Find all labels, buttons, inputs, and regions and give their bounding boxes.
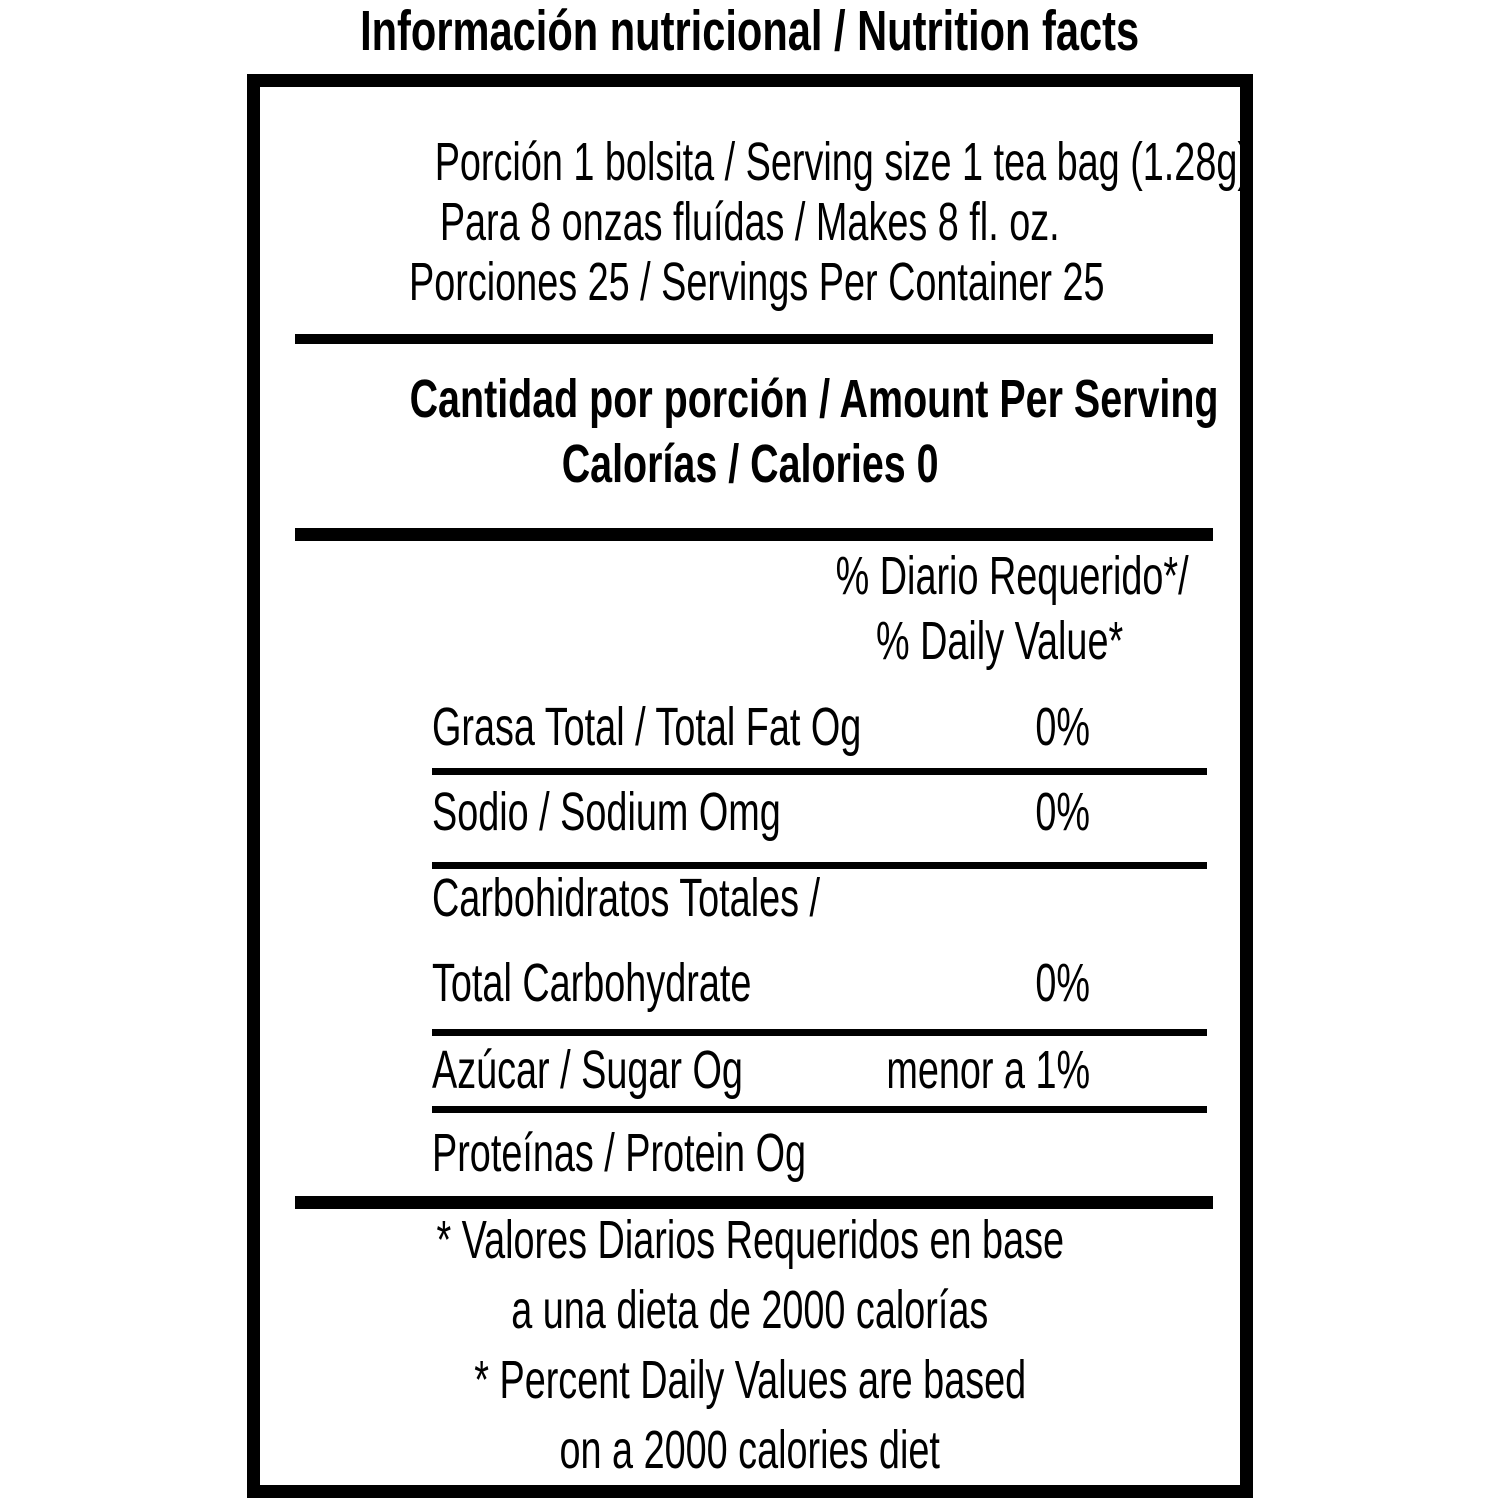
amount-per-serving-header: Cantidad por porción / Amount Per Servin…: [260, 367, 1240, 497]
divider-footnote: [295, 1196, 1213, 1209]
footnote: * Valores Diarios Requeridos en base a u…: [260, 1205, 1240, 1485]
nutrient-value: 0%: [1035, 782, 1090, 842]
separator-sodium: [432, 862, 1207, 869]
nutrient-row-total-carbohydrate-line1: Carbohidratos Totales /: [432, 868, 1240, 928]
nutrient-label: Grasa Total / Total Fat Og: [432, 697, 862, 757]
amount-per-serving-heading: Cantidad por porción / Amount Per Servin…: [409, 369, 1219, 429]
separator-total-fat: [432, 768, 1207, 775]
nutrient-value: 0%: [1035, 697, 1090, 757]
serving-info: Porción 1 bolsita / Serving size 1 tea b…: [260, 132, 1250, 312]
divider-calories: [295, 528, 1213, 541]
calories-line: Calorías / Calories 0: [561, 434, 939, 494]
label-box: Porción 1 bolsita / Serving size 1 tea b…: [247, 74, 1253, 1498]
separator-sugar: [432, 1106, 1207, 1113]
yield-line: Para 8 onzas fluídas / Makes 8 fl. oz.: [440, 192, 1060, 252]
daily-value-line-en: % Daily Value*: [876, 611, 1124, 671]
nutrient-row-protein: Proteínas / Protein Og: [432, 1123, 1240, 1183]
daily-value-heading: % Diario Requerido*/ % Daily Value*: [760, 544, 1240, 674]
nutrient-label: Carbohidratos Totales /: [432, 868, 821, 928]
footnote-line-2: a una dieta de 2000 calorías: [511, 1280, 989, 1340]
footnote-line-4: on a 2000 calories diet: [559, 1420, 941, 1480]
footnote-line-3: * Percent Daily Values are based: [474, 1350, 1026, 1410]
nutrient-value: menor a 1%: [886, 1040, 1090, 1100]
separator-total-carbohydrate: [432, 1029, 1207, 1036]
nutrient-row-sugar: Azúcar / Sugar Og menor a 1%: [432, 1040, 1240, 1100]
nutrient-label: Total Carbohydrate: [432, 953, 752, 1013]
nutrient-row-total-fat: Grasa Total / Total Fat Og 0%: [432, 697, 1240, 757]
label-title-text: Información nutricional / Nutrition fact…: [360, 0, 1140, 63]
nutrient-value: 0%: [1035, 953, 1090, 1013]
serving-size-line: Porción 1 bolsita / Serving size 1 tea b…: [434, 132, 1250, 192]
nutrient-row-total-carbohydrate-line2: Total Carbohydrate 0%: [432, 953, 1240, 1013]
label-title: Información nutricional / Nutrition fact…: [0, 0, 1500, 62]
daily-value-line-es: % Diario Requerido*/: [835, 546, 1189, 606]
nutrient-label: Sodio / Sodium Omg: [432, 782, 781, 842]
servings-per-container-line: Porciones 25 / Servings Per Container 25: [409, 252, 1105, 312]
nutrient-label: Proteínas / Protein Og: [432, 1123, 806, 1183]
footnote-line-1: * Valores Diarios Requeridos en base: [436, 1210, 1064, 1270]
nutrient-row-sodium: Sodio / Sodium Omg 0%: [432, 782, 1240, 842]
divider-serving: [295, 334, 1213, 344]
nutrient-label: Azúcar / Sugar Og: [432, 1040, 743, 1100]
